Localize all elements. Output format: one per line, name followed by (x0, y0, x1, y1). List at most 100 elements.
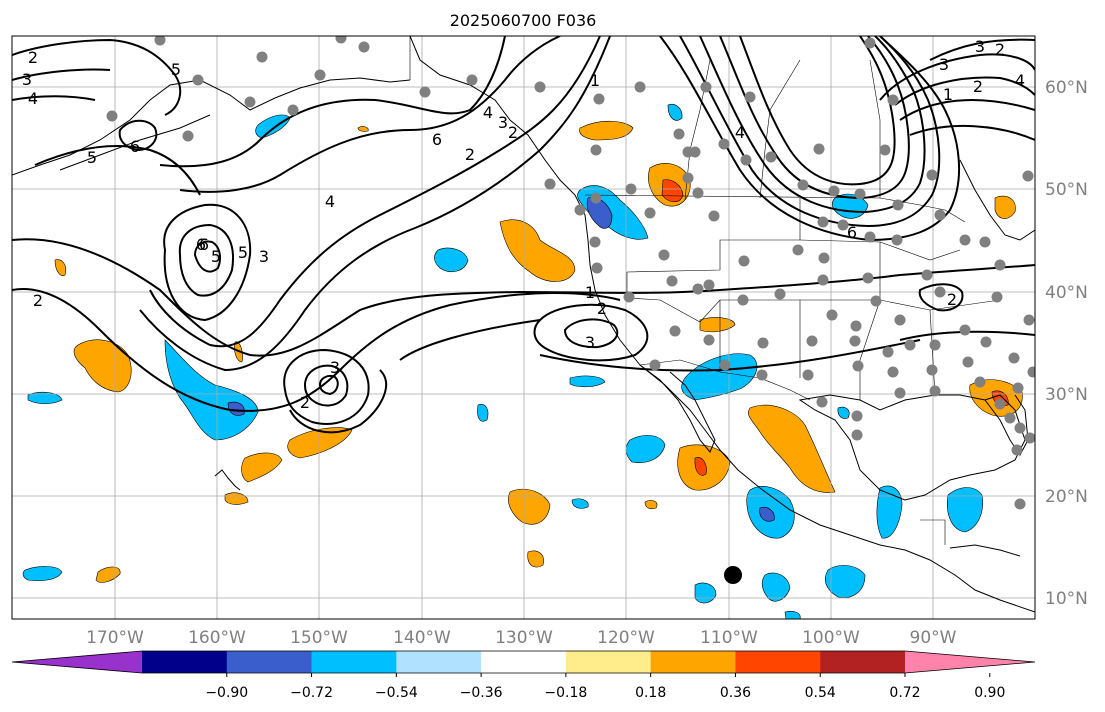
shade-positive (357, 126, 369, 132)
colorbar-tick-label: 0.72 (889, 685, 920, 701)
shade-negative (681, 353, 758, 401)
contour-label: 4 (483, 103, 493, 122)
colorbar-segment (735, 651, 821, 673)
shade-positive (499, 219, 576, 282)
alaska-peninsula (59, 114, 211, 171)
shade-positive (287, 427, 353, 459)
station-markers (106, 36, 1035, 510)
contour-label: 6 (130, 137, 140, 156)
colorbar-tick-label: 0.90 (974, 685, 1005, 701)
shade-negative (667, 103, 683, 121)
lon-label: 150°W (290, 628, 348, 648)
lon-label: 170°W (86, 628, 144, 648)
shade-positive (579, 120, 634, 141)
contour-label: 2 (465, 145, 475, 164)
lon-label: 110°W (700, 628, 758, 648)
shade-negative (569, 375, 606, 388)
shade-negative (22, 566, 63, 582)
contour-label: 2 (28, 48, 38, 67)
shade-negative (825, 565, 866, 598)
lon-label: 120°W (597, 628, 655, 648)
colorbar-segment (142, 651, 228, 673)
contour-label: 6 (432, 130, 442, 149)
contour-label: 2 (33, 291, 43, 310)
contour-label: 2 (973, 77, 983, 96)
shade-negative (837, 406, 850, 419)
shade-negative (434, 247, 469, 273)
shade-negative (27, 391, 63, 405)
contour-label: 5 (211, 247, 221, 266)
colorbar-segment (396, 651, 482, 673)
contour-label: 2 (947, 290, 957, 309)
shade-positive (527, 550, 544, 568)
colorbar-tick-label: −0.36 (460, 685, 503, 701)
lat-label: 40°N (1045, 283, 1088, 303)
colorbar-tick-label: −0.54 (375, 685, 418, 701)
contour-label: 3 (975, 37, 985, 56)
colorbar (11, 650, 1036, 674)
shade-negative (586, 197, 613, 229)
contour-label: 3 (330, 358, 340, 377)
shade-negative (759, 507, 775, 522)
contour-label: 6 (196, 235, 206, 254)
colorbar-extend-low (12, 651, 142, 673)
contour-label: 2 (597, 299, 607, 318)
lon-label: 130°W (495, 628, 553, 648)
map-border (11, 35, 1036, 620)
colorbar-extend-high (905, 651, 1035, 673)
contour-label: 6 (847, 223, 857, 242)
contour-label: 3 (585, 333, 595, 352)
contour-label: 5 (87, 148, 97, 167)
shade-positive (95, 566, 121, 583)
lon-label: 140°W (393, 628, 451, 648)
borders (409, 36, 1001, 545)
colorbar-outline (11, 650, 1036, 674)
colorbar-segment (820, 651, 906, 673)
shade-negative (761, 572, 791, 602)
shade-positive (508, 488, 551, 525)
contour-labels: 2 3 4 5 6 5 6 4 6 2 4 3 2 5 6 5 3 2 3 2 … (22, 37, 1025, 412)
shade-negative (571, 498, 589, 509)
contour-label: 4 (735, 123, 745, 142)
shade-positive (699, 317, 736, 333)
contour-label: 3 (939, 55, 949, 74)
contour-label: 4 (28, 89, 38, 108)
hawaii (214, 469, 241, 491)
contour-label: 5 (238, 243, 248, 262)
colorbar-tick-label: 0.54 (805, 685, 836, 701)
lon-label: 100°W (802, 628, 860, 648)
shade-positive (994, 195, 1016, 219)
colorbar-segment (565, 651, 652, 673)
baja-california (639, 364, 716, 453)
contour-label: 3 (259, 247, 269, 266)
shade-positive (748, 404, 836, 493)
contour-label: 2 (995, 40, 1005, 59)
lat-label: 50°N (1045, 180, 1088, 200)
florida (984, 394, 1029, 456)
shade-negative (477, 404, 489, 422)
contour-label: 3 (498, 113, 508, 132)
shade-positive (241, 452, 283, 483)
shade-positive (694, 457, 707, 476)
shade-positive (54, 259, 67, 276)
cuba (949, 544, 1021, 557)
colorbar-tick-label: 0.18 (635, 685, 666, 701)
shaded-regions (22, 103, 1023, 619)
lat-label: 20°N (1045, 487, 1088, 507)
contour-label: 1 (590, 71, 600, 90)
colorbar-tick-label: −0.90 (205, 685, 248, 701)
contour-label: 4 (1015, 71, 1025, 90)
alaska-coast (12, 77, 411, 176)
contour-label: 1 (943, 85, 953, 104)
contour-label: 3 (22, 70, 32, 89)
contour-label: 6 (199, 235, 209, 254)
hudson-area (959, 159, 1035, 241)
contour-label: 2 (508, 123, 518, 142)
contour-label: 1 (585, 283, 595, 302)
contour-label: 4 (325, 192, 335, 211)
contour-label: 5 (171, 60, 181, 79)
lat-label: 30°N (1045, 385, 1088, 405)
contour-label: 2 (300, 393, 310, 412)
shade-negative (947, 487, 983, 533)
